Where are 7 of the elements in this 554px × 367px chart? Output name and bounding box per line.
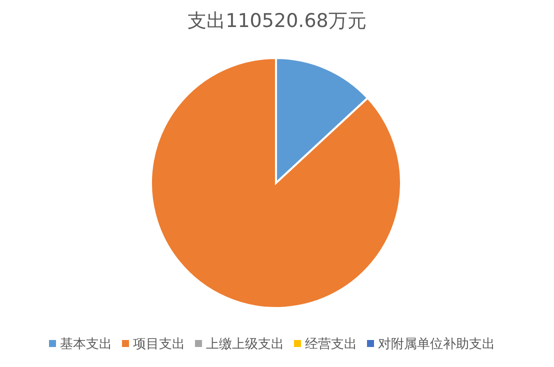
legend-label: 上缴上级支出 (206, 337, 284, 352)
pie-slice (150, 57, 402, 309)
legend-label: 项目支出 (133, 337, 185, 352)
legend-label: 对附属单位补助支出 (378, 337, 495, 352)
legend-label: 基本支出 (60, 337, 112, 352)
legend-label: 经营支出 (305, 337, 357, 352)
chart-title: 支出110520.68万元 (186, 9, 368, 34)
